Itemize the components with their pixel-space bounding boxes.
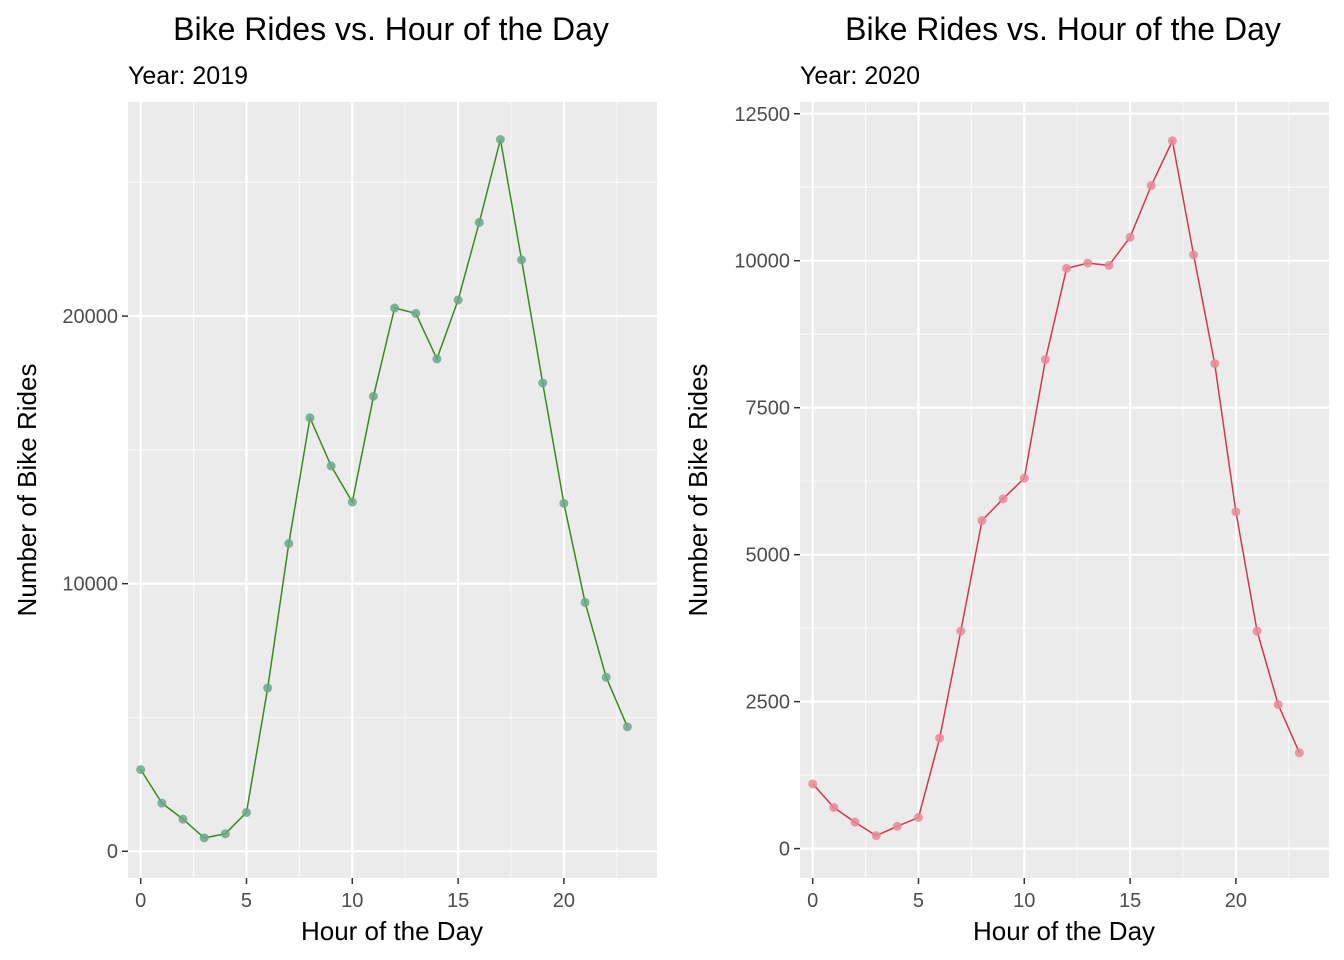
data-point: [808, 779, 818, 789]
data-point: [1104, 260, 1114, 270]
data-point: [157, 798, 167, 808]
plot-background: [800, 102, 1329, 878]
y-tick-label: 7500: [746, 398, 791, 420]
y-axis-title: Number of Bike Rides: [12, 364, 42, 617]
data-series: [808, 136, 1304, 841]
y-tick-label: 10000: [734, 251, 790, 273]
chart-panel-2019: Bike Rides vs. Hour of the Day Year: 201…: [12, 11, 657, 946]
data-point: [1252, 626, 1262, 636]
data-point: [935, 733, 945, 743]
chart-title: Bike Rides vs. Hour of the Day: [173, 11, 609, 47]
data-point: [390, 303, 400, 313]
data-point: [601, 672, 611, 682]
data-point: [347, 497, 357, 507]
minor-gridlines: [128, 102, 657, 878]
x-tick-label: 0: [135, 890, 146, 912]
data-point: [305, 413, 315, 423]
y-tick-label: 10000: [62, 574, 118, 596]
data-point: [850, 817, 860, 827]
y-tick-label: 0: [779, 839, 790, 861]
data-point: [956, 626, 966, 636]
data-point: [220, 829, 230, 839]
data-point: [829, 802, 839, 812]
x-axis-title: Hour of the Day: [973, 916, 1155, 946]
data-point: [580, 597, 590, 607]
data-point: [474, 217, 484, 227]
x-tick-label: 0: [807, 890, 818, 912]
plot-background: [128, 102, 657, 878]
data-point: [1019, 473, 1029, 483]
y-axis-ticks: 0 10000 20000: [62, 306, 128, 863]
data-point: [913, 812, 923, 822]
data-point: [1062, 263, 1072, 273]
y-tick-label: 0: [107, 841, 118, 863]
data-point: [559, 498, 569, 508]
data-point: [284, 539, 294, 549]
data-point: [538, 378, 548, 388]
data-point: [977, 516, 987, 526]
data-point: [1125, 232, 1135, 242]
chart-subtitle: Year: 2020: [800, 62, 920, 90]
data-point: [199, 833, 209, 843]
data-point: [1040, 354, 1050, 364]
x-tick-label: 10: [341, 890, 363, 912]
y-tick-label: 20000: [62, 306, 118, 328]
data-point: [241, 807, 251, 817]
data-series: [136, 134, 632, 843]
data-point: [178, 814, 188, 824]
data-point: [1189, 250, 1199, 260]
data-point: [432, 354, 442, 364]
x-tick-label: 5: [241, 890, 252, 912]
data-point: [326, 461, 336, 471]
x-tick-label: 15: [1119, 890, 1141, 912]
x-tick-label: 5: [913, 890, 924, 912]
data-point: [411, 308, 421, 318]
y-axis-title: Number of Bike Rides: [683, 364, 713, 617]
data-point: [368, 391, 378, 401]
data-point: [871, 831, 881, 841]
data-point: [517, 255, 527, 265]
y-tick-label: 2500: [746, 692, 791, 714]
data-point: [1146, 180, 1156, 190]
data-point: [1083, 258, 1093, 268]
major-gridlines: [128, 102, 657, 878]
chart-subtitle: Year: 2019: [128, 62, 248, 90]
minor-gridlines: [800, 102, 1329, 878]
data-point: [136, 765, 146, 775]
x-tick-label: 20: [1225, 890, 1247, 912]
chart-title: Bike Rides vs. Hour of the Day: [845, 11, 1281, 47]
data-point: [263, 683, 273, 693]
chart-panel-2020: Bike Rides vs. Hour of the Day Year: 202…: [683, 11, 1329, 946]
y-axis-ticks: 0 2500 5000 7500 10000 12500: [734, 104, 800, 861]
data-point: [495, 134, 505, 144]
data-point: [1294, 748, 1304, 758]
y-tick-label: 5000: [746, 545, 791, 567]
data-point: [622, 722, 632, 732]
y-tick-label: 12500: [734, 104, 790, 126]
data-point: [1231, 507, 1241, 517]
data-point: [998, 494, 1008, 504]
major-gridlines: [800, 102, 1329, 878]
data-point: [453, 295, 463, 305]
x-tick-label: 15: [447, 890, 469, 912]
x-axis-ticks: 0 5 10 15 20: [807, 878, 1247, 912]
data-point: [1273, 700, 1283, 710]
data-point: [1210, 359, 1220, 369]
x-axis-title: Hour of the Day: [301, 916, 483, 946]
x-axis-ticks: 0 5 10 15 20: [135, 878, 575, 912]
data-point: [1167, 136, 1177, 146]
x-tick-label: 20: [553, 890, 575, 912]
data-point: [892, 821, 902, 831]
x-tick-label: 10: [1013, 890, 1035, 912]
